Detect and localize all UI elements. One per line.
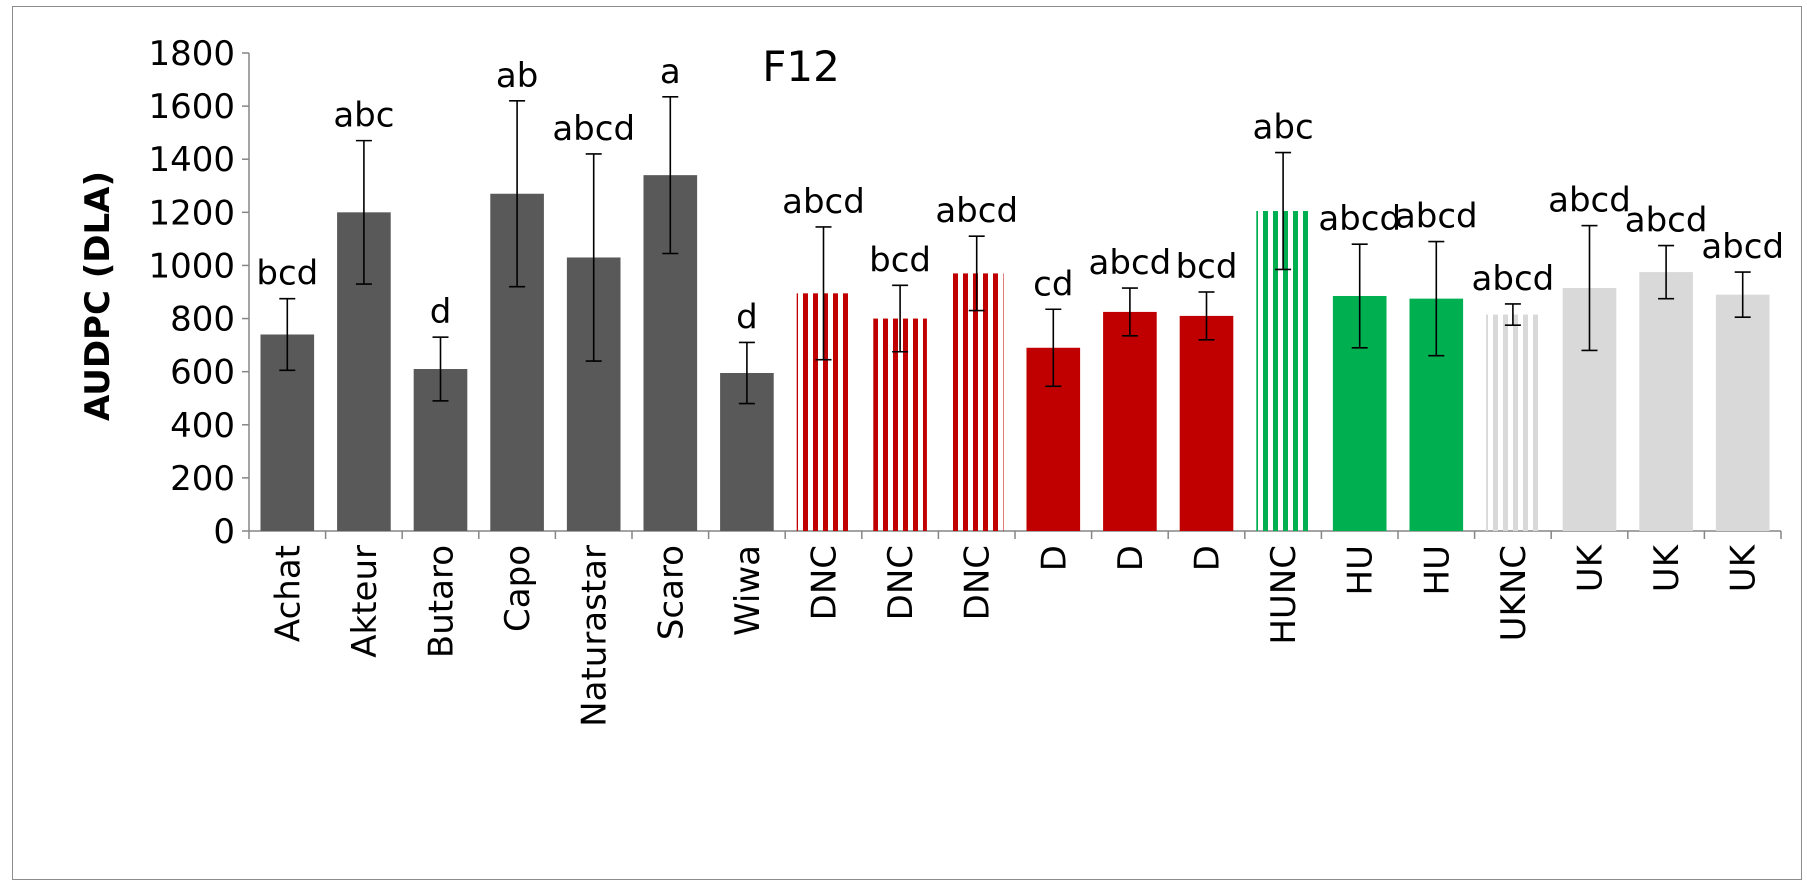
x-category-label: D <box>1188 545 1228 571</box>
x-category-label: UK <box>1724 543 1764 592</box>
x-category-label: HU <box>1417 545 1457 595</box>
significance-letter: ab <box>496 56 538 96</box>
x-category-label: DNC <box>805 545 845 620</box>
significance-letter: abcd <box>1395 197 1478 237</box>
bar <box>1639 272 1693 531</box>
significance-letter: abcd <box>1089 243 1172 283</box>
x-category-label: HUNC <box>1264 545 1304 645</box>
significance-letter: abcd <box>1548 181 1631 221</box>
x-category-label: UK <box>1571 543 1611 592</box>
significance-letter: d <box>430 292 452 332</box>
y-tick-label: 1000 <box>148 246 235 286</box>
chart-frame: F12 AUDPC (DLA) 0 200 400 600 800 1000 1200 140… <box>12 6 1802 880</box>
y-axis-label: AUDPC (DLA) <box>78 171 118 421</box>
y-tick-label: 200 <box>170 459 235 499</box>
y-tick-label: 800 <box>170 300 235 340</box>
significance-letter: bcd <box>1176 247 1238 287</box>
x-category-label: UKNC <box>1494 545 1534 641</box>
significance-letter: bcd <box>869 240 931 280</box>
x-category-label: Scaro <box>651 545 691 640</box>
x-category-label: HU <box>1341 545 1381 595</box>
significance-letter: d <box>736 297 758 337</box>
y-tick-label: 0 <box>213 512 235 552</box>
significance-letter: bcd <box>256 254 318 294</box>
y-tick-label: 1400 <box>148 140 235 180</box>
significance-letter: abc <box>1253 108 1314 148</box>
bar <box>1103 311 1157 531</box>
significance-letter: abcd <box>935 191 1018 231</box>
chart-svg: F12 AUDPC (DLA) 0 200 400 600 800 1000 1200 140… <box>78 34 1784 727</box>
bar <box>873 318 927 531</box>
chart-marks: 0 200 400 600 800 1000 1200 1400 1600 1800 bcd Acha… <box>148 34 1784 727</box>
x-category-label: Achat <box>268 545 308 642</box>
x-category-label: Butaro <box>422 545 462 658</box>
significance-letter: cd <box>1033 264 1073 304</box>
x-category-label: UK <box>1647 543 1687 592</box>
significance-letter: abcd <box>1701 227 1784 267</box>
x-category-label: Akteur <box>345 545 385 658</box>
x-category-label: DNC <box>958 545 998 620</box>
x-category-label: D <box>1034 545 1074 571</box>
y-tick-label: 1200 <box>148 193 235 233</box>
x-category-label: DNC <box>881 545 921 620</box>
x-category-label: Capo <box>498 545 538 632</box>
x-category-label: D <box>1111 545 1151 571</box>
y-tick-label: 400 <box>170 406 235 446</box>
bar <box>1179 315 1234 531</box>
x-category-label: Naturastar <box>575 545 615 727</box>
significance-letter: abcd <box>1625 201 1708 241</box>
bar <box>1486 314 1540 531</box>
y-tick-label: 1800 <box>148 34 235 74</box>
significance-letter: abcd <box>552 109 635 149</box>
y-tick-label: 600 <box>170 353 235 393</box>
y-tick-label: 1600 <box>148 87 235 127</box>
x-category-label: Wiwa <box>728 545 768 636</box>
significance-letter: abcd <box>782 182 865 222</box>
chart-title: F12 <box>762 42 840 91</box>
significance-letter: abc <box>333 96 394 136</box>
bar <box>949 273 1004 531</box>
significance-letter: abcd <box>1472 259 1555 299</box>
significance-letter: abcd <box>1318 199 1401 239</box>
bar <box>1715 294 1770 531</box>
significance-letter: a <box>660 52 681 92</box>
